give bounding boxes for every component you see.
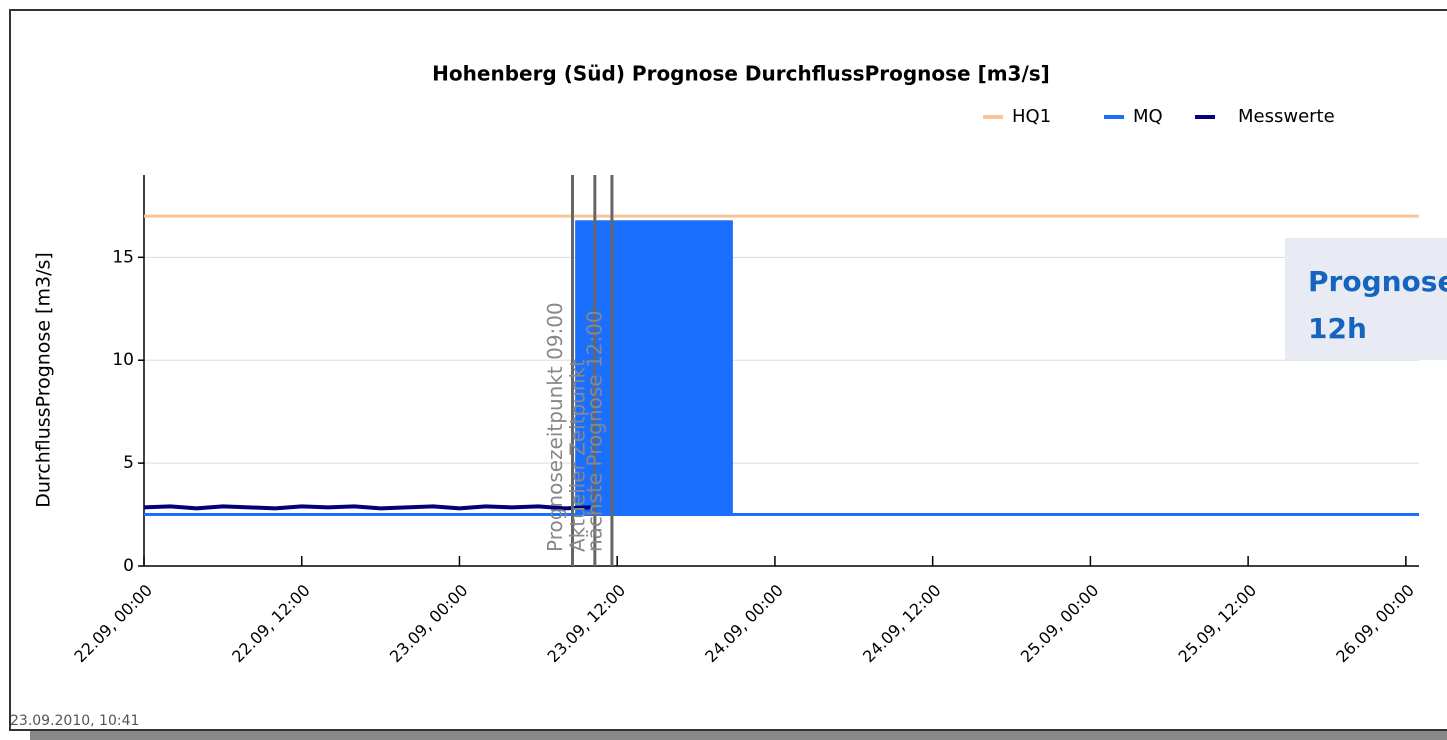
frame-shadow — [30, 731, 1447, 740]
chart-title: Hohenberg (Süd) Prognose DurchflussProgn… — [432, 62, 1050, 86]
y-tick-label: 15 — [112, 247, 134, 267]
legend-label: MQ — [1133, 106, 1163, 127]
series-line — [143, 504, 591, 511]
marker-label: nächste Prognose 12:00 — [582, 310, 606, 552]
y-tick-label: 0 — [123, 556, 134, 576]
marker-label: Aktueller Zeitpunkt — [565, 359, 589, 552]
forecast-area — [575, 220, 733, 515]
y-tick-label: 5 — [123, 453, 134, 473]
overlay-box — [1285, 238, 1447, 360]
timestamp: 23.09.2010, 10:41 — [10, 713, 139, 729]
legend-label: Messwerte — [1238, 106, 1335, 127]
y-tick-label: 10 — [112, 350, 134, 370]
overlay-text: Prognose — [1308, 265, 1447, 298]
marker-label: Prognosezeitpunkt 09:00 — [543, 302, 567, 552]
legend-label: HQ1 — [1012, 106, 1051, 127]
y-axis-label: DurchflussPrognose [m3/s] — [33, 252, 55, 508]
overlay-text: 12h — [1308, 312, 1367, 345]
